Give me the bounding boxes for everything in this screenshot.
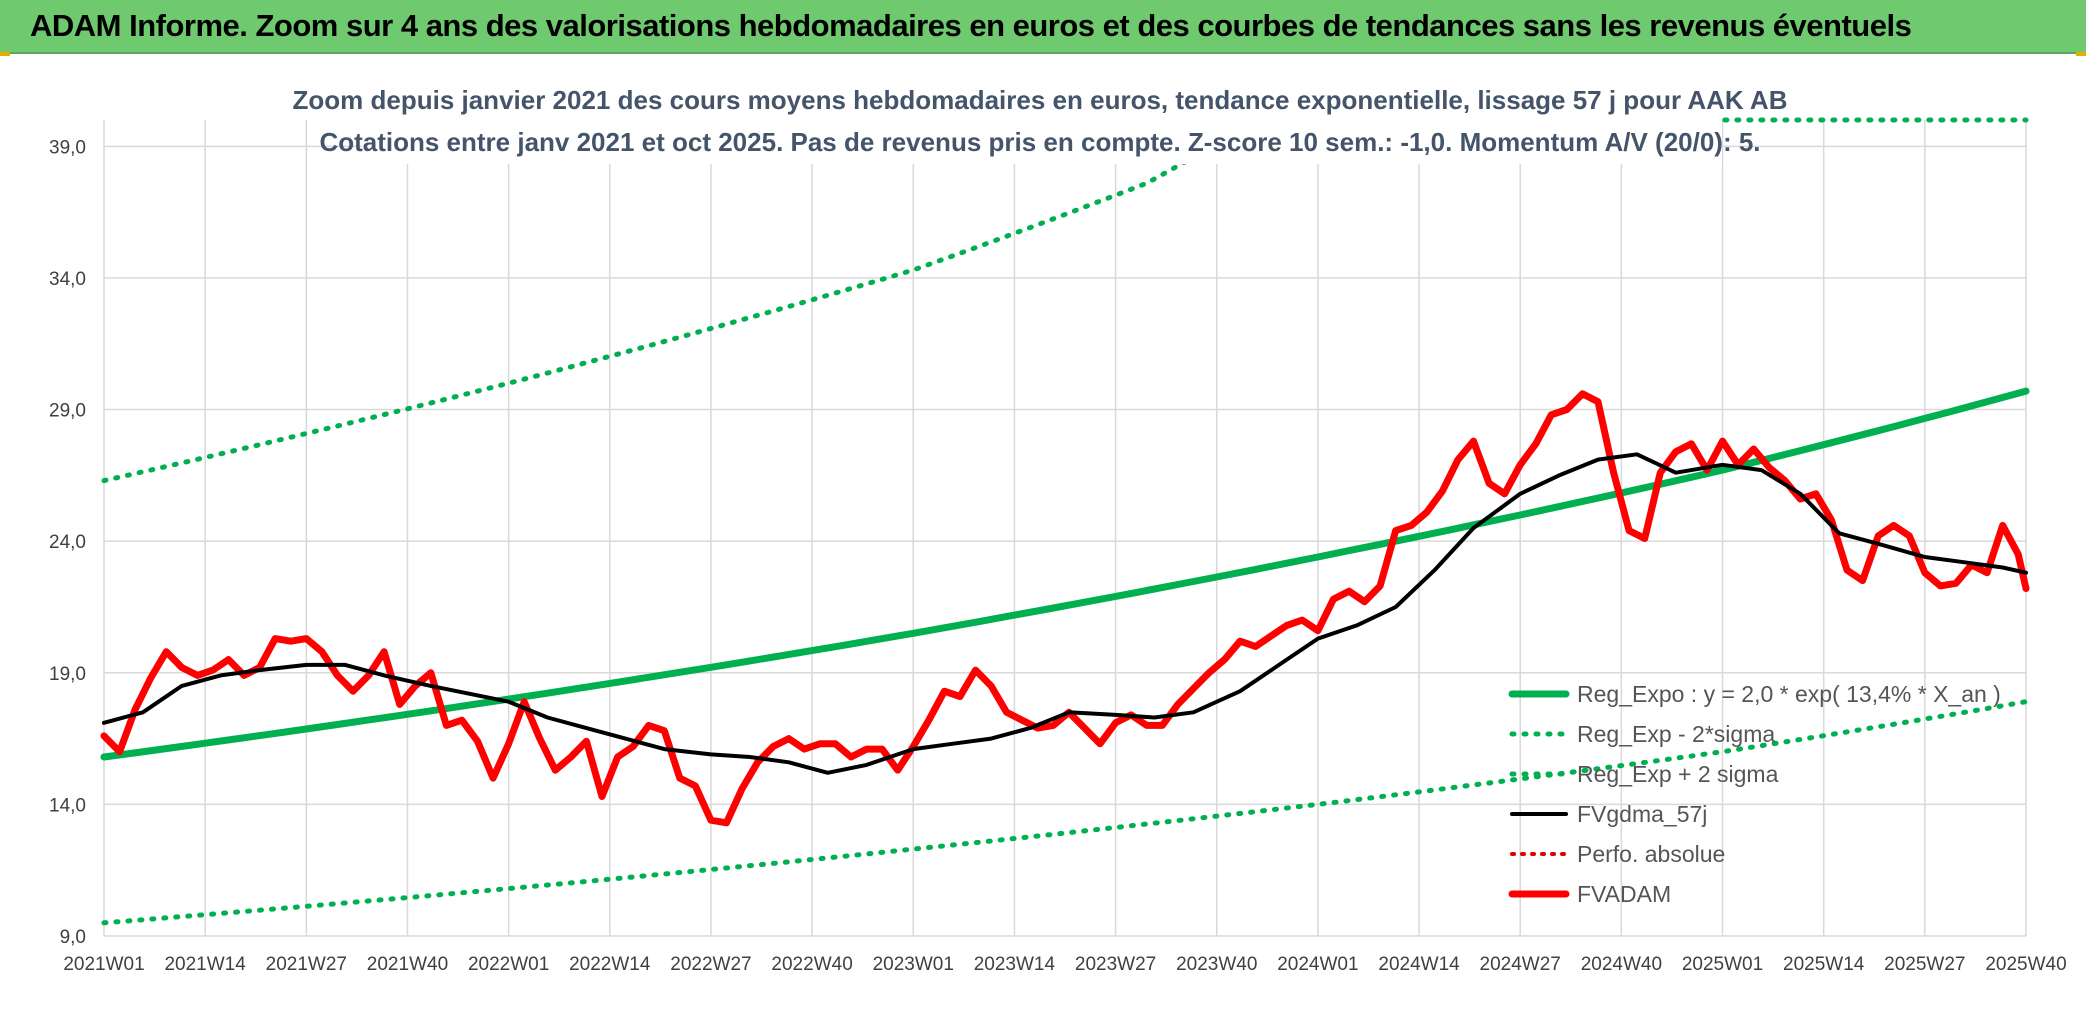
chart-svg: Zoom depuis janvier 2021 des cours moyen… — [49, 76, 2067, 975]
chart-area: Zoom depuis janvier 2021 des cours moyen… — [0, 54, 2086, 1031]
x-tick-label: 2024W01 — [1277, 954, 1358, 975]
grid — [103, 120, 2027, 937]
legend-label: Reg_Exp + 2 sigma — [1577, 761, 1779, 787]
x-tick-label: 2025W27 — [1884, 954, 1965, 975]
x-tick-label: 2024W40 — [1581, 954, 1662, 975]
x-tick-label: 2023W01 — [873, 954, 954, 975]
x-tick-label: 2021W14 — [164, 954, 246, 975]
x-tick-label: 2025W14 — [1783, 954, 1865, 975]
x-tick-label: 2021W01 — [63, 954, 144, 975]
x-tick-label: 2022W40 — [771, 954, 852, 975]
chart-subtitle-line1: Zoom depuis janvier 2021 des cours moyen… — [293, 85, 1788, 115]
x-tick-label: 2022W27 — [670, 954, 751, 975]
legend-label: Reg_Exp - 2*sigma — [1577, 721, 1775, 747]
x-tick-label: 2024W27 — [1480, 954, 1561, 975]
series-layer — [100, 117, 2030, 926]
page-title: ADAM Informe. Zoom sur 4 ans des valoris… — [30, 8, 1912, 43]
legend: Reg_Expo : y = 2,0 * exp( 13,4% * X_an )… — [1508, 681, 2001, 907]
series-line-3 — [102, 452, 2028, 775]
corner-mark-right — [2076, 52, 2086, 56]
x-tick-label: 2023W27 — [1075, 954, 1156, 975]
series-line-1 — [101, 699, 2029, 926]
x-tick-label: 2025W40 — [1985, 954, 2066, 975]
legend-label: Reg_Expo : y = 2,0 * exp( 13,4% * X_an ) — [1577, 681, 2001, 707]
legend-label: Perfo. absolue — [1577, 841, 1725, 867]
y-tick-label: 34,0 — [49, 269, 86, 290]
x-tick-label: 2024W14 — [1378, 954, 1460, 975]
legend-label: FVgdma_57j — [1577, 801, 1707, 827]
x-tick-label: 2021W40 — [367, 954, 448, 975]
series-line-2 — [101, 117, 2029, 484]
subtitle-background — [362, 76, 1722, 164]
x-axis-ticks: 2021W01 2021W14 2021W27 2021W40 2022W01 2022W… — [63, 954, 2066, 975]
y-tick-label: 39,0 — [49, 137, 86, 158]
x-tick-label: 2025W01 — [1682, 954, 1763, 975]
y-tick-label: 14,0 — [49, 795, 86, 816]
y-axis-ticks: 9,0 14,0 19,0 24,0 29,0 34,0 39,0 — [49, 137, 86, 948]
y-tick-label: 24,0 — [49, 532, 86, 553]
x-tick-label: 2022W01 — [468, 954, 549, 975]
x-tick-label: 2022W14 — [569, 954, 651, 975]
y-tick-label: 29,0 — [49, 401, 86, 422]
x-tick-label: 2021W27 — [266, 954, 347, 975]
legend-label: FVADAM — [1577, 881, 1671, 907]
title-bar: ADAM Informe. Zoom sur 4 ans des valoris… — [0, 0, 2086, 54]
y-tick-label: 19,0 — [49, 664, 86, 685]
corner-mark-left — [0, 52, 10, 56]
x-tick-label: 2023W40 — [1176, 954, 1257, 975]
x-tick-label: 2023W14 — [974, 954, 1056, 975]
chart-subtitle-line2: Cotations entre janv 2021 et oct 2025. P… — [319, 127, 1760, 157]
y-tick-label: 9,0 — [60, 927, 86, 948]
